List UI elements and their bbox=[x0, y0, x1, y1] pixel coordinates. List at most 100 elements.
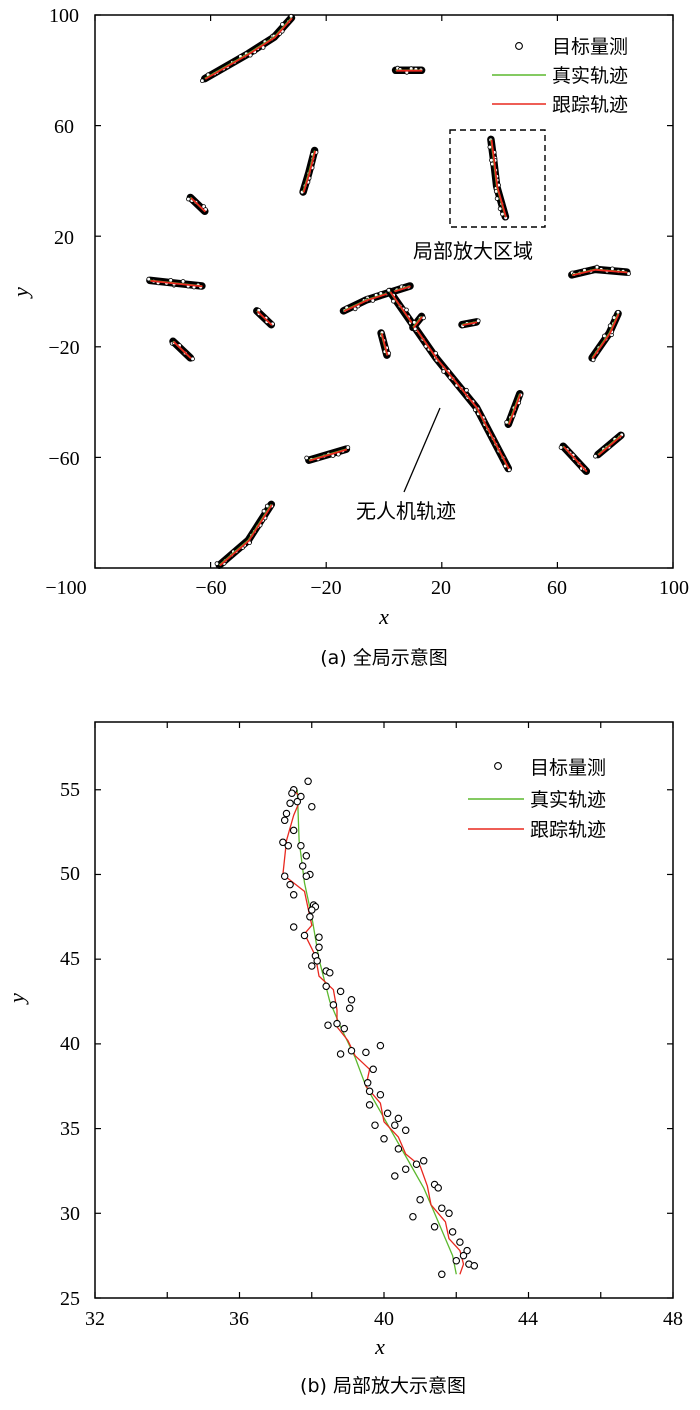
drone-annotation-pointer bbox=[403, 407, 441, 493]
tracking-track bbox=[302, 150, 317, 193]
measurement-point bbox=[369, 1065, 377, 1074]
chart-a-ytick: 100 bbox=[49, 5, 79, 27]
chart-b-xtick: 48 bbox=[663, 1308, 683, 1330]
measurement-point bbox=[362, 1048, 370, 1057]
measurement-point bbox=[308, 906, 316, 914]
measurement-point bbox=[308, 802, 316, 811]
measurement-point bbox=[298, 862, 307, 870]
measurement-point bbox=[394, 1114, 403, 1123]
measurement-point bbox=[300, 931, 309, 940]
measurement-point bbox=[401, 1165, 410, 1173]
tracking-track bbox=[572, 268, 628, 277]
tracking-track bbox=[462, 321, 478, 326]
trajectory bbox=[214, 500, 276, 569]
chart-b-legend: 目标量测 真实轨迹 跟踪轨迹 bbox=[468, 757, 606, 841]
measurement-point bbox=[376, 1090, 385, 1099]
measurement-point bbox=[419, 1157, 428, 1165]
tracking-track bbox=[597, 435, 623, 456]
measurement-point bbox=[315, 943, 323, 952]
measurement-point bbox=[401, 1126, 410, 1135]
tracking-track bbox=[309, 448, 348, 462]
measurement-point bbox=[308, 962, 316, 970]
measurement-point bbox=[180, 279, 186, 284]
tracking-track bbox=[563, 446, 588, 473]
measurement-point bbox=[445, 1209, 453, 1218]
chart-a-xtick: −60 bbox=[195, 577, 226, 599]
measurement-point bbox=[146, 276, 152, 282]
measurement-point bbox=[386, 287, 392, 293]
measurement-point bbox=[347, 1046, 356, 1055]
chart-b-ytick: 55 bbox=[60, 779, 80, 801]
chart-a-xtick: 20 bbox=[431, 577, 451, 599]
measurement-point bbox=[280, 816, 289, 825]
measurement-point bbox=[280, 22, 285, 27]
measurement-point bbox=[459, 1251, 468, 1260]
trajectory bbox=[200, 13, 296, 83]
chart-b-ytick: 30 bbox=[60, 1203, 80, 1225]
measurement-point bbox=[324, 1021, 332, 1029]
drone-annotation-label: 无人机轨迹 bbox=[356, 499, 456, 523]
measurement-point bbox=[391, 1121, 399, 1129]
trajectory bbox=[146, 276, 206, 290]
tracking-track bbox=[591, 313, 620, 359]
measurement-point bbox=[264, 503, 270, 509]
chart-b-xlabel: x bbox=[374, 1334, 385, 1359]
tracking-track bbox=[343, 285, 411, 313]
measurement-point bbox=[329, 1001, 338, 1009]
measurement-point bbox=[626, 271, 631, 276]
measurement-point bbox=[302, 852, 311, 860]
chart-a-xtick: −100 bbox=[45, 577, 86, 599]
measurement-point bbox=[494, 196, 500, 201]
measurement-point bbox=[409, 1212, 417, 1221]
trajectory bbox=[558, 442, 591, 475]
chart-b-xtick: 36 bbox=[229, 1308, 249, 1330]
measurement-point bbox=[452, 1256, 461, 1265]
chart-a-caption: (a) 全局示意图 bbox=[320, 647, 448, 669]
trajectory bbox=[339, 282, 414, 315]
measurement-point bbox=[306, 913, 314, 921]
measurement-point bbox=[289, 923, 298, 931]
measurement-point bbox=[280, 872, 289, 880]
chart-b-xtick: 40 bbox=[374, 1308, 394, 1330]
trajectory bbox=[593, 431, 625, 459]
measurement-point bbox=[593, 453, 598, 459]
measurement-point bbox=[430, 1223, 439, 1231]
chart-a-ytick: 60 bbox=[54, 116, 74, 138]
measurement-point bbox=[190, 356, 195, 362]
trajectory bbox=[458, 318, 481, 329]
chart-b: 25 30 35 40 45 50 55 32 36 40 44 48 x y … bbox=[4, 721, 683, 1397]
measurement-point bbox=[288, 789, 296, 797]
measurement-point bbox=[438, 1204, 446, 1212]
measurement-point bbox=[441, 369, 446, 374]
legend-measurement-marker bbox=[515, 42, 523, 50]
chart-a-ylabel: y bbox=[8, 287, 33, 299]
measurement-point bbox=[336, 987, 345, 996]
measurement-point bbox=[594, 264, 600, 270]
tracking-track bbox=[380, 333, 389, 356]
tracking-track bbox=[412, 316, 423, 329]
legend-true-label: 真实轨迹 bbox=[552, 65, 628, 87]
trajectory bbox=[304, 445, 351, 464]
chart-b-ticks bbox=[94, 722, 674, 1299]
measurement-point bbox=[412, 1160, 421, 1168]
chart-a-ticks bbox=[94, 14, 674, 569]
legend-tracking-label: 跟踪轨迹 bbox=[530, 819, 606, 841]
measurement-point bbox=[289, 891, 298, 899]
measurement-point bbox=[297, 792, 305, 801]
measurement-point bbox=[286, 880, 294, 889]
tracking-track bbox=[508, 393, 522, 425]
measurement-point bbox=[456, 1238, 464, 1246]
chart-a-xtick: 100 bbox=[659, 577, 689, 599]
measurement-point bbox=[302, 872, 311, 880]
measurement-point bbox=[340, 1024, 349, 1033]
tracking-track bbox=[190, 197, 207, 213]
measurement-point bbox=[286, 799, 294, 808]
tracking-track bbox=[490, 139, 507, 218]
measurement-point bbox=[284, 841, 293, 850]
legend-measurement-label: 目标量测 bbox=[552, 36, 628, 58]
chart-b-ytick: 45 bbox=[60, 948, 80, 970]
measurement-point bbox=[383, 1109, 392, 1118]
zoom-region-box bbox=[449, 129, 546, 228]
chart-b-xtick: 44 bbox=[518, 1308, 538, 1330]
